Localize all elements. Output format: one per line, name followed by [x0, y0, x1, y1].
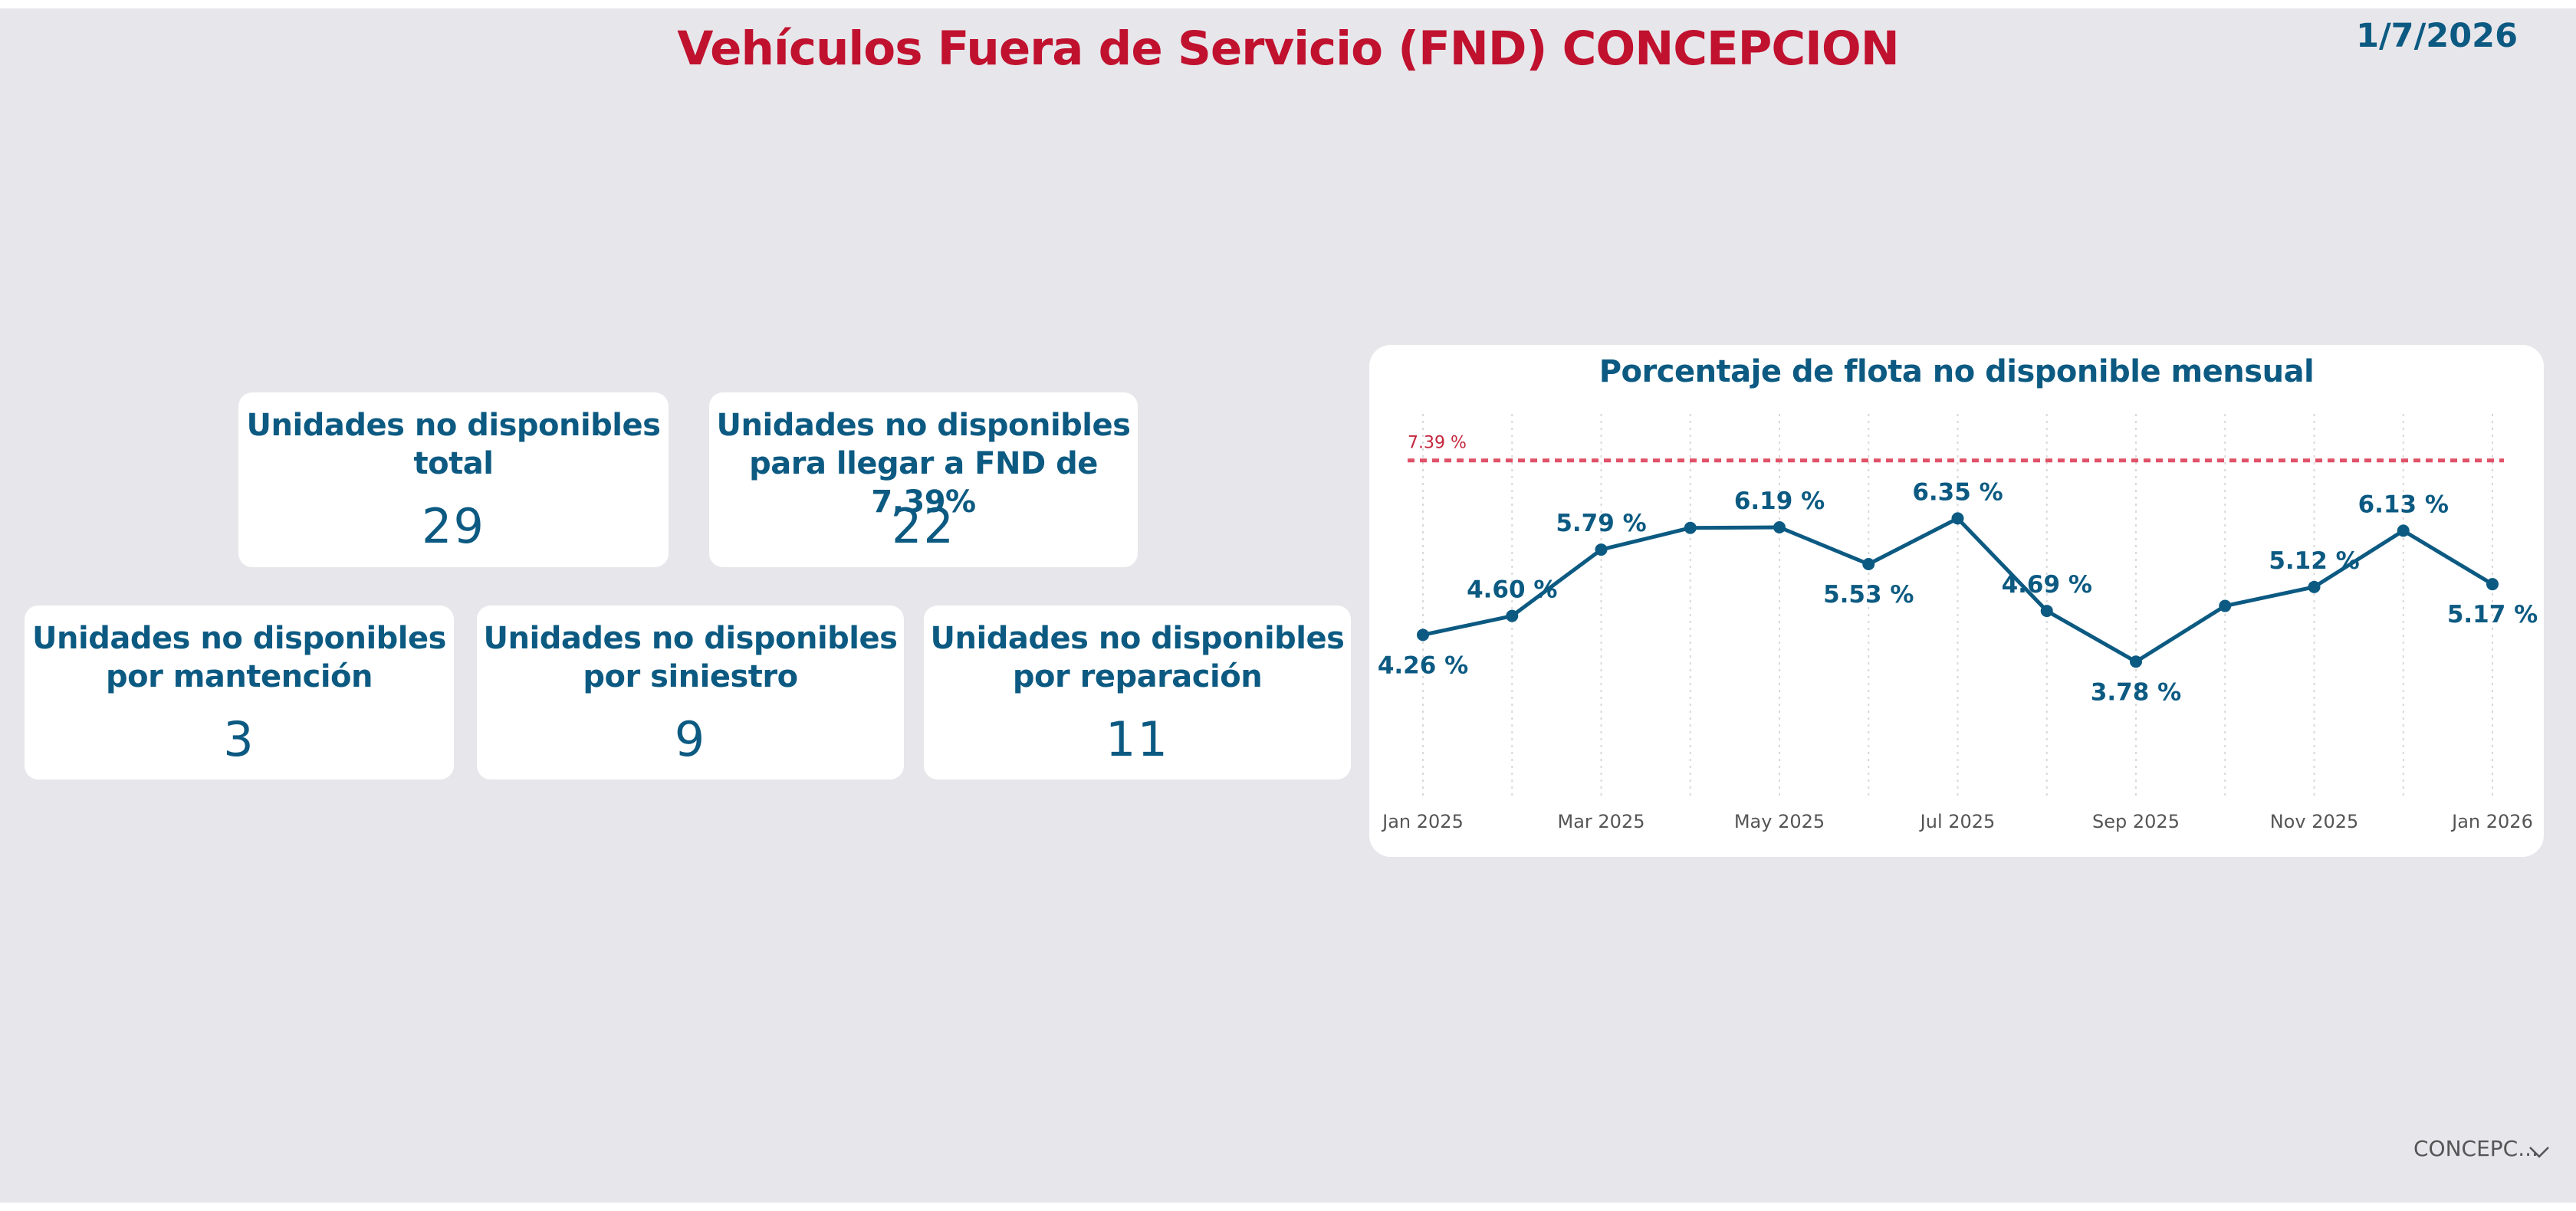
- data-label: 6.19 %: [1734, 487, 1825, 515]
- fleet-unavailable-chart[interactable]: Porcentaje de flota no disponible mensua…: [1369, 345, 2544, 857]
- data-label: 5.53 %: [1823, 581, 1914, 609]
- chart-title: Porcentaje de flota no disponible mensua…: [1598, 354, 2315, 389]
- kpi-card-total: Unidades no disponibles total 29: [238, 392, 669, 567]
- x-tick-label: Nov 2025: [2270, 811, 2359, 832]
- chart-plot: 7.39 % 4.26 % 4.60 % 5.79 % 6.19 % 5.53 % 6.35…: [1378, 414, 2538, 832]
- data-point: [2486, 578, 2499, 591]
- kpi-card-mantencion: Unidades no disponibles por mantención 3: [25, 606, 454, 779]
- kpi-value: 22: [892, 498, 955, 554]
- data-point: [1684, 521, 1697, 534]
- data-point: [2397, 524, 2410, 537]
- kpi-card-siniestro: Unidades no disponibles por siniestro 9: [477, 606, 904, 779]
- location-slicer[interactable]: CONCEPC...: [2400, 1122, 2561, 1176]
- data-label: 5.12 %: [2269, 547, 2359, 575]
- data-point: [1773, 521, 1786, 533]
- x-tick-label: Mar 2025: [1558, 811, 1645, 832]
- data-label: 3.78 %: [2091, 678, 2181, 706]
- data-label: 6.35 %: [1912, 478, 2003, 506]
- data-label: 5.17 %: [2447, 601, 2538, 628]
- chevron-down-icon: [2528, 1139, 2550, 1164]
- data-point: [1506, 609, 1519, 622]
- data-point: [1862, 558, 1875, 570]
- kpi-label: Unidades no disponibles para llegar a FN…: [716, 408, 1131, 520]
- kpi-label: Unidades no disponibles por mantención: [32, 621, 446, 694]
- x-tick-label: Jan 2025: [1381, 811, 1464, 832]
- data-point: [1951, 512, 1964, 525]
- data-point: [2130, 655, 2142, 668]
- data-label: 4.60 %: [1467, 576, 1557, 604]
- kpi-card-reparacion: Unidades no disponibles por reparación 1…: [924, 606, 1351, 779]
- kpi-value: 11: [1106, 711, 1169, 767]
- x-tick-label: Jan 2026: [2450, 811, 2533, 832]
- kpi-value: 29: [422, 498, 485, 554]
- x-tick-label: May 2025: [1734, 811, 1825, 832]
- kpi-value: 3: [223, 711, 255, 767]
- kpi-label: Unidades no disponibles por reparación: [930, 621, 1345, 694]
- data-point: [2040, 605, 2053, 618]
- slicer-value: CONCEPC...: [2413, 1136, 2538, 1161]
- kpi-value: 9: [674, 711, 707, 767]
- x-tick-label: Sep 2025: [2092, 811, 2180, 832]
- kpi-card-to-fnd: Unidades no disponibles para llegar a FN…: [709, 392, 1138, 567]
- data-point: [2219, 599, 2232, 612]
- kpi-label: Unidades no disponibles total: [246, 408, 661, 481]
- report-date: 1/7/2026: [2356, 17, 2518, 55]
- data-point: [2308, 580, 2321, 593]
- data-label: 6.13 %: [2358, 491, 2449, 518]
- data-label: 5.79 %: [1556, 510, 1646, 537]
- data-label: 4.26 %: [1378, 651, 1468, 679]
- data-label: 4.69 %: [2002, 571, 2092, 599]
- kpi-label: Unidades no disponibles por siniestro: [483, 621, 898, 694]
- x-tick-label: Jul 2025: [1919, 811, 1996, 832]
- page-title: Vehículos Fuera de Servicio (FND) CONCEP…: [677, 21, 1900, 76]
- data-point: [1595, 543, 1608, 556]
- reference-line-label: 7.39 %: [1408, 434, 1467, 453]
- data-point: [1417, 628, 1429, 642]
